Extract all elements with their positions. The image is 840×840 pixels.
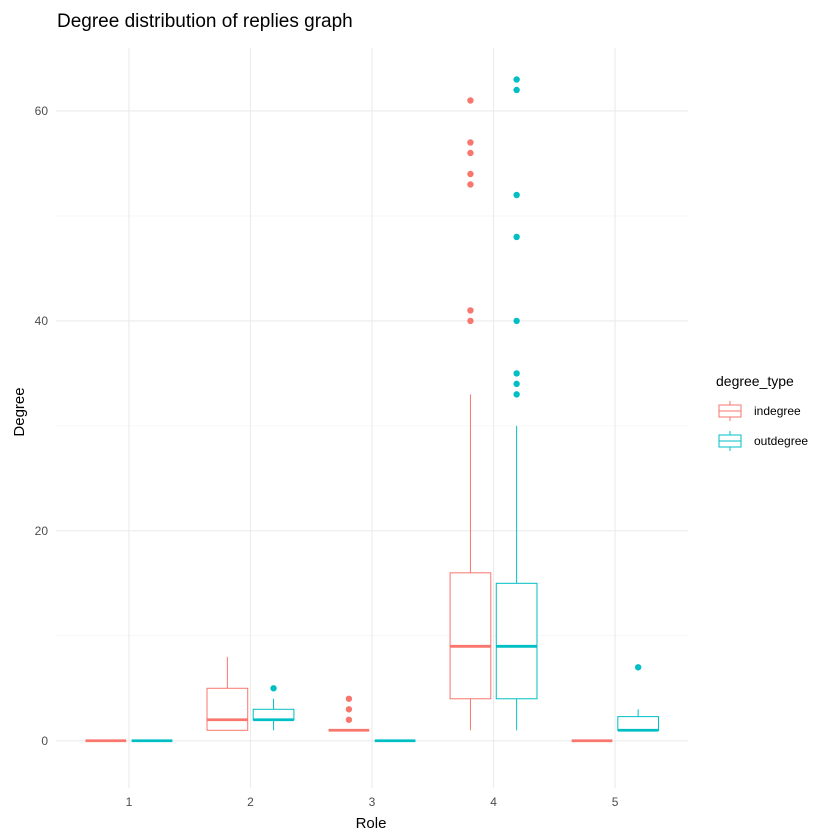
- grid-lines: [56, 48, 688, 788]
- iqr-box: [252, 708, 295, 721]
- outlier-point: [467, 307, 474, 314]
- outlier-point: [467, 97, 474, 104]
- y-axis-title: Degree: [11, 387, 28, 436]
- outlier-point: [467, 139, 474, 146]
- chart-title: Degree distribution of replies graph: [57, 11, 353, 32]
- box-indegree-4: [449, 97, 492, 731]
- y-tick-label: 20: [35, 524, 49, 538]
- y-tick-label: 60: [35, 104, 49, 118]
- iqr-box: [206, 687, 249, 731]
- x-tick-label: 4: [490, 795, 497, 809]
- outlier-point: [513, 391, 520, 398]
- outlier-point: [345, 695, 353, 702]
- y-tick-label: 40: [35, 314, 49, 328]
- box-outdegree-4: [495, 76, 538, 731]
- outlier-point: [345, 706, 353, 713]
- x-tick-label: 2: [247, 795, 254, 809]
- x-axis-title: Role: [356, 815, 387, 832]
- legend: degree_type indegree outdegree: [716, 373, 808, 451]
- outlier-point: [467, 170, 474, 178]
- outlier-point: [513, 370, 520, 377]
- x-tick-label: 5: [612, 795, 619, 809]
- outlier-point: [513, 380, 520, 388]
- legend-label-indegree: indegree: [754, 404, 801, 418]
- outlier-point: [513, 317, 520, 325]
- outlier-point: [467, 149, 474, 157]
- outlier-point: [467, 181, 474, 188]
- outlier-point: [270, 685, 277, 692]
- box-marks: [85, 76, 660, 743]
- outlier-point: [513, 76, 520, 83]
- box-indegree-3: [328, 695, 370, 732]
- box-indegree-2: [206, 656, 249, 731]
- x-tick-label: 1: [126, 795, 133, 809]
- legend-label-outdegree: outdegree: [754, 434, 808, 448]
- outlier-point: [513, 86, 520, 94]
- outlier-point: [513, 233, 520, 241]
- iqr-box: [617, 716, 660, 731]
- outlier-point: [634, 664, 642, 671]
- box-outdegree-5: [617, 664, 660, 732]
- outlier-point: [467, 317, 474, 325]
- y-tick-labels: 0 20 40 60: [35, 104, 49, 748]
- y-tick-label: 0: [41, 734, 48, 748]
- outlier-point: [513, 191, 520, 199]
- iqr-box: [495, 582, 538, 700]
- legend-title: degree_type: [716, 373, 794, 389]
- outlier-point: [345, 716, 353, 723]
- x-tick-label: 3: [369, 795, 376, 809]
- iqr-box: [449, 572, 492, 700]
- x-tick-labels: 1 2 3 4 5: [126, 795, 619, 809]
- box-outdegree-2: [252, 685, 295, 731]
